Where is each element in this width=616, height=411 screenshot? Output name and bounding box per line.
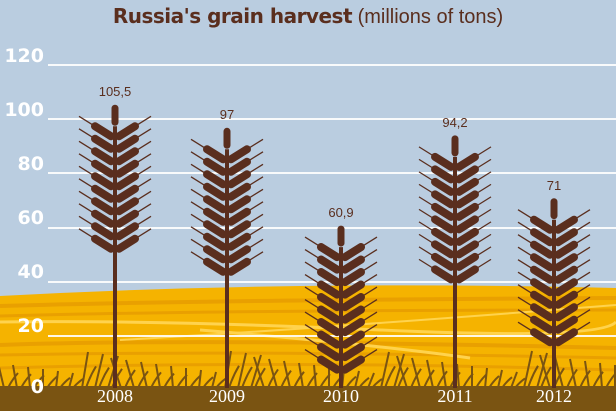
wheat-stalk-2009 (190, 127, 264, 388)
x-label-2008: 2008 (97, 386, 133, 406)
y-tick-120: 120 (4, 45, 44, 67)
y-tick-80: 80 (17, 153, 44, 175)
chart-title: Russia's grain harvest (millions of tons… (0, 4, 616, 29)
wheat-stalk-2010 (304, 225, 378, 388)
x-label-2009: 2009 (209, 386, 245, 406)
value-label-2011: 94,2 (442, 114, 468, 130)
y-tick-100: 100 (4, 99, 44, 121)
wheat-stalk-2011 (418, 135, 492, 388)
wheat-stalk-2012 (517, 198, 591, 388)
y-tick-60: 60 (17, 207, 44, 229)
y-tick-20: 20 (17, 315, 44, 337)
value-label-2009: 97 (219, 107, 235, 123)
title-units: (millions of tons) (357, 6, 504, 28)
value-label-2012: 71 (546, 177, 562, 193)
value-label-2010: 60,9 (328, 205, 354, 221)
title-main: Russia's grain harvest (112, 4, 353, 28)
x-label-2012: 2012 (536, 386, 572, 406)
y-tick-40: 40 (17, 261, 44, 283)
value-label-2008: 105,5 (98, 84, 132, 100)
y-tick-0: 0 (30, 376, 44, 398)
wheat-stalk-2008 (78, 104, 152, 388)
x-label-2011: 2011 (437, 386, 473, 406)
x-label-2010: 2010 (323, 386, 359, 406)
